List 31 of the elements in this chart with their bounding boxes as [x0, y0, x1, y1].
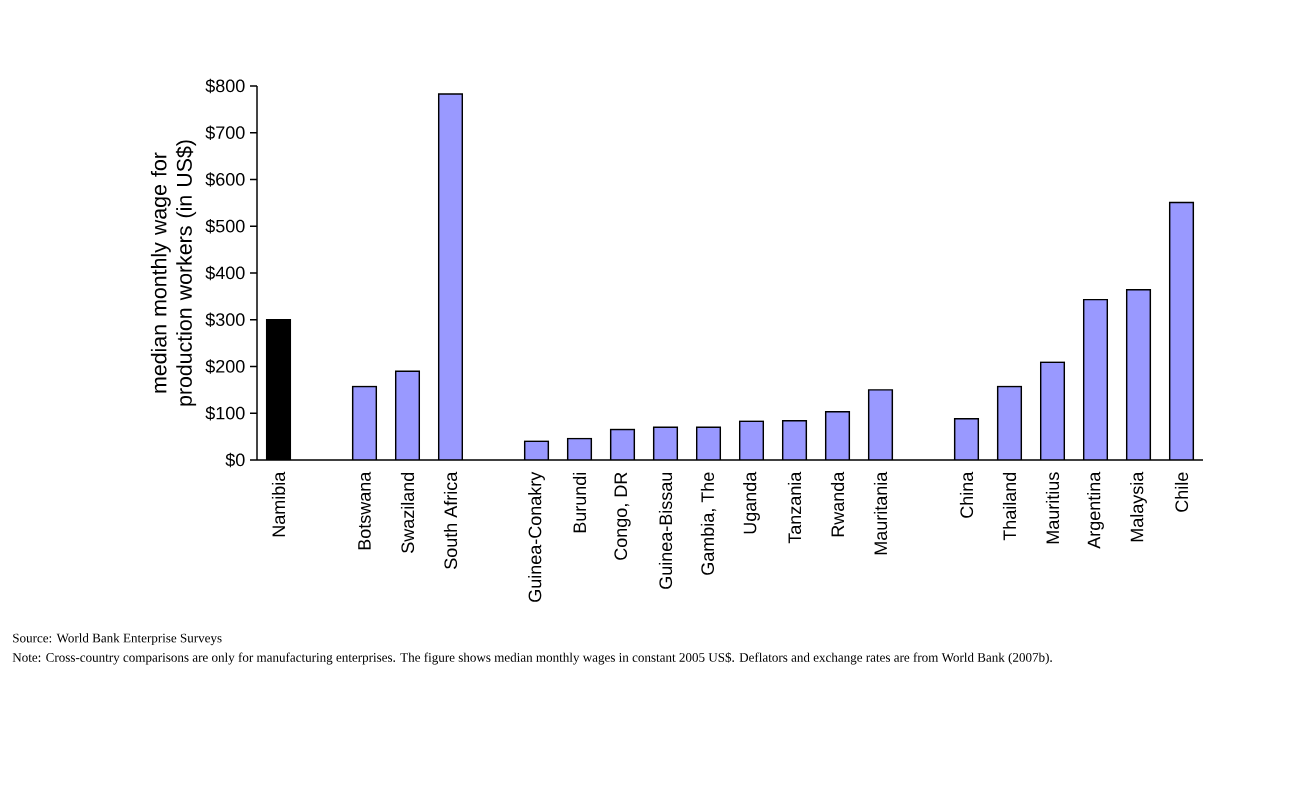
y-tick-label: $0	[225, 452, 245, 468]
x-tick-label: Mauritius	[1045, 472, 1060, 544]
x-tick-label: China	[959, 471, 974, 518]
x-tick-label: Malaysia	[1130, 471, 1147, 542]
y-tick-label: $800	[205, 78, 245, 94]
text: Note: Cross-country comparisons are only for manufacturing enterprises. The figure shows median monthly wages in constant 2005 US$. Deflators and exchange rates are from World Bank (2007b).	[12, 652, 1052, 665]
source-note: Source: World Bank Enterprise Surveys	[13, 633, 222, 646]
x-tick-label: Botswana	[358, 471, 371, 550]
x-tick-label: Congo, DR	[614, 472, 631, 560]
y-tick-label: $300	[205, 312, 245, 328]
x-tick-label: Mauritania	[873, 471, 888, 555]
x-tick-label: Tanzania	[787, 471, 802, 544]
x-tick-label: Argentina	[1087, 471, 1104, 549]
y-tick-label: $400	[205, 265, 245, 281]
y-tick-label: $500	[205, 218, 245, 234]
y-axis-title: median monthly wage for production workers (in US$)	[150, 140, 197, 406]
x-tick-label: Gambia, The	[700, 472, 717, 575]
y-tick-label: $600	[205, 172, 245, 187]
x-tick-label: Guinea-Bissau	[658, 472, 673, 589]
x-tick-label: South Africa	[443, 471, 458, 569]
y-tick-label: $100	[205, 405, 245, 421]
y-tick-label: $200	[205, 359, 245, 374]
x-tick-label: Burundi	[572, 472, 587, 533]
x-tick-label: Chile	[1174, 472, 1189, 512]
y-tick-label: $700	[205, 125, 245, 141]
x-tick-label: Thailand	[1002, 472, 1017, 541]
x-tick-label: Uganda	[743, 471, 760, 534]
x-tick-label: Namibia	[271, 471, 286, 537]
x-tick-label: Rwanda	[830, 471, 845, 537]
x-tick-label: Guinea-Conakry	[528, 471, 545, 602]
x-tick-label: Swaziland	[400, 472, 415, 553]
